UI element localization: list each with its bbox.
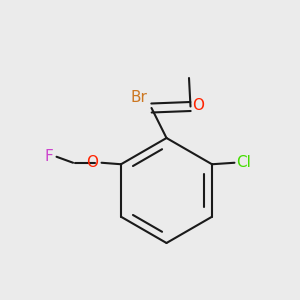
Text: F: F [45,149,53,164]
Text: Br: Br [130,90,147,105]
Text: O: O [86,155,98,170]
Text: Cl: Cl [236,155,251,170]
Text: O: O [192,98,204,112]
